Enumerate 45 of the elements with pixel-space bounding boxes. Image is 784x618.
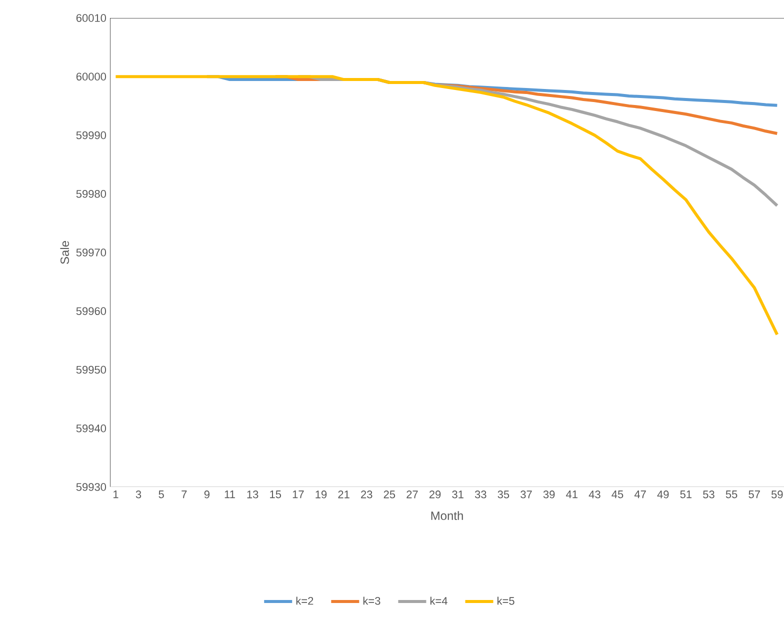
x-tick-label: 19 — [316, 490, 327, 498]
x-tick-label: 43 — [588, 490, 600, 498]
x-tick-label: 27 — [406, 490, 418, 498]
x-tick-label: 45 — [612, 490, 624, 498]
x-tick-label: 7 — [182, 490, 187, 498]
y-tick-label: 59980 — [76, 190, 106, 198]
x-tick-label: 41 — [566, 490, 578, 498]
legend-label: k=3 — [363, 596, 380, 605]
x-tick-label: 47 — [634, 490, 646, 498]
y-tick-label: 59970 — [76, 248, 106, 256]
y-tick-label: 59960 — [76, 307, 106, 316]
y-tick-label: 59990 — [76, 131, 106, 140]
x-tick-label: 31 — [452, 490, 464, 498]
x-tick-label: 9 — [204, 490, 210, 498]
x-tick-label: 59 — [771, 490, 783, 498]
x-tick-label: 23 — [361, 490, 372, 498]
y-tick-label: 59950 — [76, 366, 106, 374]
y-tick-label: 59940 — [76, 424, 106, 432]
x-tick-label: 57 — [748, 490, 760, 498]
y-tick-label: 60010 — [76, 14, 106, 22]
legend-label: k=5 — [497, 596, 514, 605]
x-tick-label: 15 — [270, 490, 282, 498]
x-tick-label: 29 — [429, 490, 441, 498]
legend-label: k=4 — [430, 596, 448, 605]
x-tick-label: 11 — [224, 490, 235, 498]
x-tick-label: 53 — [703, 490, 714, 498]
x-axis-title: Month — [431, 511, 463, 520]
x-tick-label: 5 — [158, 490, 164, 498]
x-tick-label: 25 — [384, 490, 396, 498]
x-tick-label: 37 — [520, 490, 532, 498]
x-tick-label: 21 — [338, 490, 350, 498]
x-tick-label: 35 — [498, 490, 510, 498]
y-tick-label: 60000 — [76, 72, 106, 81]
y-tick-label: 59930 — [76, 483, 106, 491]
x-tick-label: 3 — [136, 490, 142, 498]
x-tick-label: 55 — [726, 490, 738, 498]
x-tick-label: 39 — [543, 490, 555, 498]
x-tick-label: 1 — [113, 490, 118, 498]
x-tick-label: 51 — [680, 490, 692, 498]
y-axis-title: Sale — [60, 241, 70, 264]
x-tick-label: 49 — [657, 490, 669, 498]
x-tick-label: 33 — [474, 490, 486, 498]
legend-label: k=2 — [296, 596, 314, 605]
x-tick-label: 13 — [247, 490, 258, 498]
x-tick-label: 17 — [292, 490, 304, 498]
